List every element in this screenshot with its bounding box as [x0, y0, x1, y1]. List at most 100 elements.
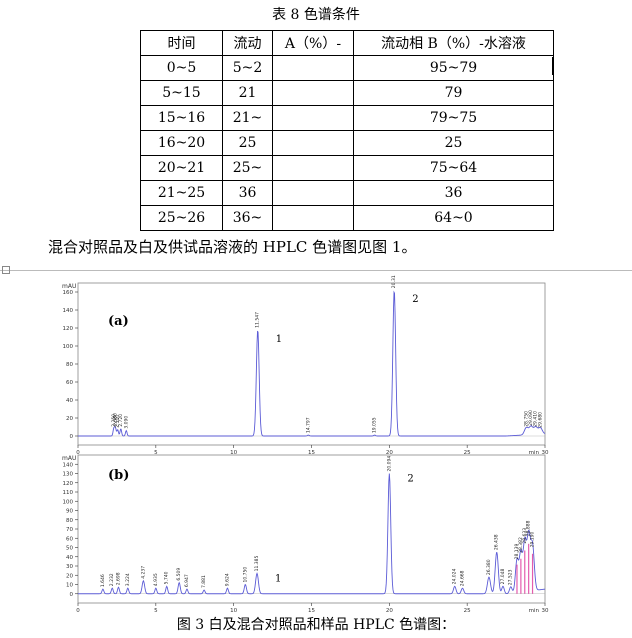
- y-tick-label: 70: [66, 527, 73, 533]
- peak-number-label: 1: [276, 334, 282, 345]
- peak-retention-label: 10.750: [242, 567, 248, 583]
- plot-frame: [77, 454, 546, 604]
- peak-retention-label: 27.523: [508, 569, 514, 585]
- peak-retention-label: 19.055: [372, 417, 378, 433]
- y-tick-label: 60: [66, 536, 73, 542]
- table-cell: 21~: [222, 105, 273, 131]
- peak-retention-label: 4.237: [140, 566, 146, 579]
- table-cell: [272, 130, 354, 156]
- table-cell: 21: [222, 80, 273, 106]
- y-tick-label: 30: [66, 564, 73, 570]
- x-unit-label: min: [529, 608, 540, 613]
- table-header-cell: 流动: [222, 30, 273, 56]
- table-cell: [272, 205, 354, 231]
- table-header-cell: A（%）-: [272, 30, 354, 56]
- peak-retention-label: 4.935: [153, 573, 159, 586]
- y-tick-label: 20: [66, 416, 73, 422]
- table-header-cell: 流动相 B（%）-水溶液: [353, 30, 554, 56]
- y-axis-label: mAU: [62, 283, 76, 290]
- peak-retention-label: 28.139: [514, 543, 520, 559]
- peak-retention-label: 24.024: [452, 568, 458, 584]
- body-paragraph: 混合对照品及白及供试品溶液的 HPLC 色谱图见图 1。: [48, 238, 417, 256]
- table-cell: [272, 80, 354, 106]
- peak-retention-label: 14.797: [305, 417, 311, 433]
- peak-retention-label: 11.385: [254, 556, 260, 572]
- peak-retention-label: 20.094: [386, 456, 392, 472]
- peak-retention-label: 1.646: [100, 574, 106, 587]
- table-row: 15~16 21~ 79~75: [140, 105, 554, 131]
- x-tick-label: 25: [464, 450, 471, 456]
- peak-retention-label: 28.382: [518, 537, 524, 553]
- table-cell: 5~2: [222, 55, 273, 81]
- panel-label: (b): [108, 468, 129, 483]
- peak-retention-label: 3.224: [125, 573, 131, 586]
- peak-retention-label: 7.881: [201, 575, 207, 588]
- peak-retention-label: 26.380: [486, 559, 492, 575]
- peak-retention-label: 28.633: [522, 528, 528, 544]
- x-tick-label: 15: [308, 608, 315, 613]
- x-tick-label: 20: [386, 450, 393, 456]
- x-tick-label: 10: [230, 608, 237, 613]
- chromatographic-conditions-table: 时间 流动 A（%）- 流动相 B（%）-水溶液 0~5 5~2 95~79 5~15 21 79…: [140, 30, 554, 231]
- y-tick-label: 100: [63, 499, 74, 505]
- x-tick-label: 0: [76, 608, 80, 613]
- peak-retention-label: 2.698: [115, 572, 121, 585]
- y-tick-label: 40: [66, 555, 73, 561]
- peak-retention-label: 26.438: [494, 534, 500, 550]
- y-tick-label: 120: [63, 481, 74, 487]
- table-row: 25~26 36~ 64~0: [140, 205, 554, 231]
- table-row: 21~25 36 36: [140, 180, 554, 206]
- y-tick-label: 50: [66, 546, 73, 552]
- table-cell: [272, 105, 354, 131]
- y-tick-label: 0: [70, 434, 74, 440]
- peak-retention-label: 5.740: [164, 571, 170, 584]
- x-tick-label: 20: [386, 608, 393, 613]
- y-tick-label: 160: [63, 290, 74, 296]
- y-tick-label: 40: [66, 398, 73, 404]
- table-cell: 79~75: [353, 105, 554, 131]
- table-cell: 79: [353, 80, 554, 106]
- table-cell: 16~20: [140, 130, 223, 156]
- peak-retention-label: 2.720: [118, 414, 124, 427]
- peak-retention-label: 2.380: [112, 413, 118, 426]
- table-header-cell: 时间: [140, 30, 223, 56]
- y-tick-label: 0: [70, 592, 74, 598]
- table-cell: 5~15: [140, 80, 223, 106]
- peak-retention-label: 2.250: [111, 414, 117, 427]
- y-tick-label: 10: [66, 583, 73, 589]
- table-cell: 21~25: [140, 180, 223, 206]
- table-row: 20~21 25~ 75~64: [140, 155, 554, 181]
- peak-retention-label: 28.888: [526, 520, 532, 536]
- x-unit-label: min: [529, 450, 540, 456]
- text-cursor-mark: [552, 57, 554, 75]
- table-row: 5~15 21 79: [140, 80, 554, 106]
- table-cell: 64~0: [353, 205, 554, 231]
- table-cell: 36: [222, 180, 273, 206]
- table-row: 16~20 25 25: [140, 130, 554, 156]
- peak-retention-label: 28.750: [523, 411, 529, 427]
- plot-frame: [77, 282, 546, 446]
- table-cell: 75~64: [353, 155, 554, 181]
- peak-retention-label: 11.547: [255, 312, 261, 328]
- table-cell: 25: [222, 130, 273, 156]
- corner-mark-icon: [2, 266, 10, 274]
- table-row: 0~5 5~2 95~79: [140, 55, 554, 81]
- peak-retention-label: 6.509: [176, 568, 182, 581]
- y-tick-label: 100: [63, 344, 74, 350]
- y-tick-label: 140: [63, 462, 74, 468]
- peak-retention-label: 3.090: [123, 416, 129, 429]
- x-tick-label: 5: [154, 608, 158, 613]
- table-cell: [272, 155, 354, 181]
- y-axis-label: mAU: [62, 455, 76, 462]
- peak-retention-label: 29.090: [528, 410, 534, 426]
- peak-retention-label: 6.947: [184, 574, 190, 587]
- table-cell: 20~21: [140, 155, 223, 181]
- table-cell: 36: [353, 180, 554, 206]
- table-cell: 25: [353, 130, 554, 156]
- x-tick-label: 25: [464, 608, 471, 613]
- table-cell: 95~79: [353, 55, 554, 81]
- chromatogram-trace: [78, 473, 546, 595]
- peak-retention-label: 29.410: [533, 411, 539, 427]
- table-title: 表 8 色谱条件: [272, 7, 360, 23]
